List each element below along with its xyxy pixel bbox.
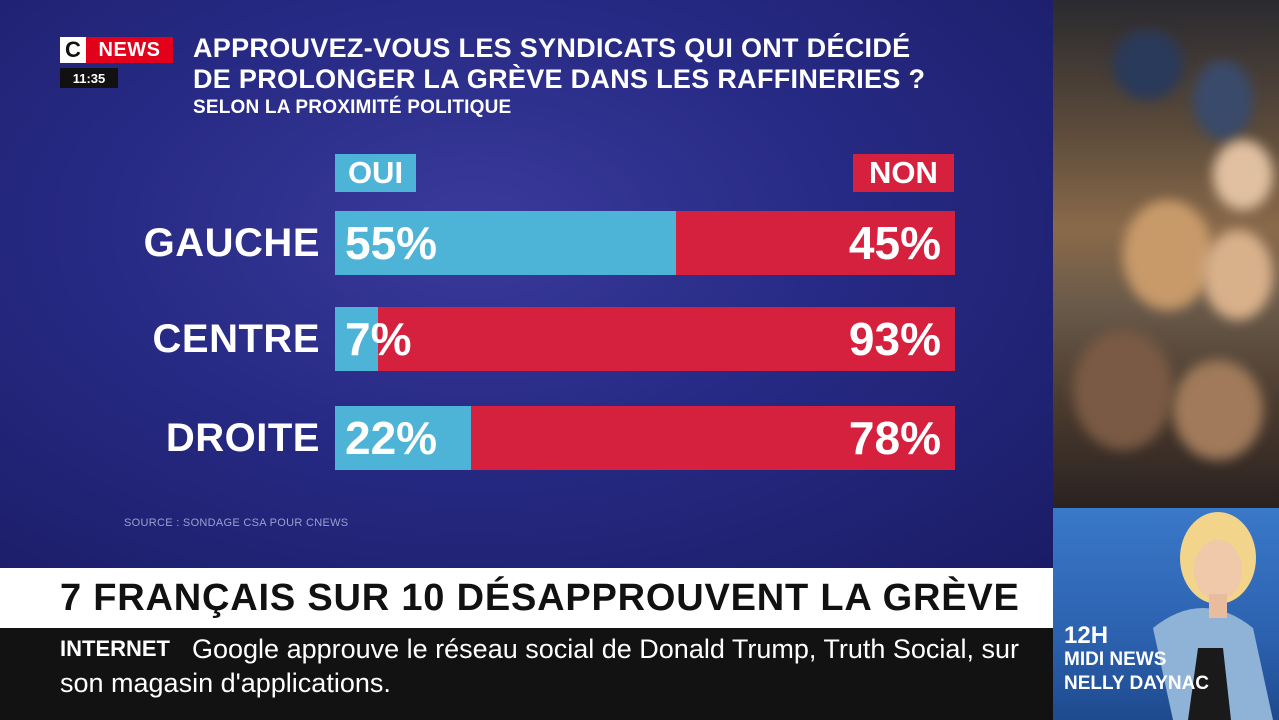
value-non-centre: 93% (848, 313, 941, 365)
show-time: 12H (1064, 622, 1109, 649)
source-note: SOURCE : SONDAGE CSA POUR CNEWS (124, 517, 349, 529)
clock: 11:35 (60, 68, 118, 88)
category-label-centre: CENTRE (152, 317, 320, 361)
cnews-logo: C NEWS (60, 37, 173, 63)
ticker-label: INTERNET (60, 636, 170, 661)
bar-non-droite (471, 406, 955, 470)
value-oui-gauche: 55% (345, 217, 438, 269)
bar-row-centre: 7% 93% (335, 307, 955, 371)
bar-row-droite: 22% 78% (335, 406, 955, 470)
bar-non-centre (378, 307, 955, 371)
headline-banner: 7 FRANÇAIS SUR 10 DÉSAPPROUVENT LA GRÈVE (0, 568, 1053, 628)
bar-non-gauche (676, 211, 955, 275)
legend-oui: OUI (335, 154, 416, 192)
legend-non: NON (853, 154, 954, 192)
title-line-1: APPROUVEZ-VOUS LES SYNDICATS QUI ONT DÉC… (193, 33, 911, 63)
value-non-droite: 78% (848, 412, 941, 464)
bar-oui-centre (335, 307, 378, 371)
show-name: MIDI NEWS (1064, 649, 1167, 670)
category-label-gauche: GAUCHE (143, 221, 320, 265)
value-non-gauche: 45% (848, 217, 941, 269)
logo-c: C (60, 37, 86, 63)
category-label-droite: DROITE (165, 416, 320, 460)
value-oui-centre: 7% (345, 313, 412, 365)
infographic-panel: C NEWS 11:35 APPROUVEZ-VOUS LES SYNDICAT… (0, 0, 1053, 568)
bar-oui-droite (335, 406, 471, 470)
show-info: 12H MIDI NEWS NELLY DAYNAC (1064, 624, 1209, 696)
logo-news: NEWS (86, 37, 173, 63)
chart-title: APPROUVEZ-VOUS LES SYNDICATS QUI ONT DÉC… (193, 33, 925, 95)
show-host: NELLY DAYNAC (1064, 673, 1210, 694)
presenter-figure (1153, 512, 1273, 720)
bar-row-gauche: 55% 45% (335, 211, 955, 275)
chart-subtitle: SELON LA PROXIMITÉ POLITIQUE (193, 97, 512, 118)
ticker-text: Google approuve le réseau social de Dona… (60, 634, 1019, 698)
news-ticker: INTERNET Google approuve le réseau socia… (0, 628, 1053, 720)
crowd-photo (1053, 0, 1279, 508)
title-line-2: DE PROLONGER LA GRÈVE DANS LES RAFFINERI… (193, 64, 926, 94)
headline-text: 7 FRANÇAIS SUR 10 DÉSAPPROUVENT LA GRÈVE (60, 577, 1020, 619)
bar-oui-gauche (335, 211, 676, 275)
value-oui-droite: 22% (345, 412, 438, 464)
presenter-panel (1053, 508, 1279, 720)
